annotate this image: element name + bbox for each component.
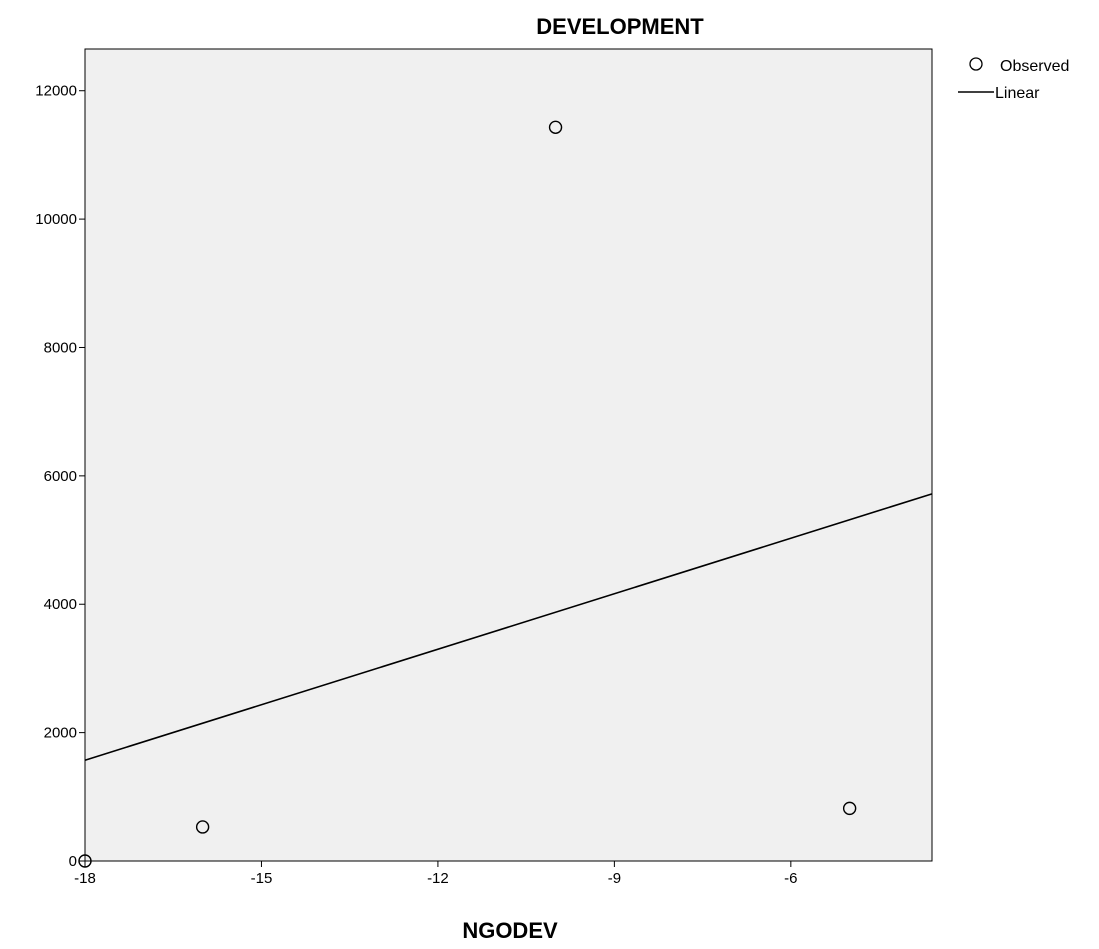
legend-observed-label: Observed (1000, 58, 1069, 75)
observed-point (548, 120, 563, 135)
x-axis: -18 -15 -12 -9 -6 (74, 861, 798, 887)
x-axis-title: NGODEV (462, 918, 558, 943)
legend: Observed Linear (958, 57, 1069, 102)
legend-linear-label: Linear (995, 85, 1040, 102)
observed-points-layer (78, 120, 857, 868)
linear-fit-layer (84, 493, 933, 761)
y-tick-label: 12000 (35, 83, 77, 100)
observed-point (195, 820, 210, 834)
y-tick-label: 10000 (35, 211, 77, 228)
x-tick-label: -12 (427, 870, 449, 887)
x-tick-label: -18 (74, 870, 96, 887)
y-tick-label: 8000 (44, 339, 77, 356)
x-tick-label: -9 (608, 870, 621, 887)
y-tick-label: 0 (69, 853, 77, 870)
linear-fit-line (84, 493, 933, 761)
y-tick-label: 4000 (44, 596, 77, 613)
y-tick-label: 6000 (44, 468, 77, 485)
observed-point (842, 801, 857, 816)
plot-area (84, 48, 933, 862)
chart-title: DEVELOPMENT (536, 14, 704, 39)
y-tick-label: 2000 (44, 725, 77, 742)
legend-observed-marker (969, 57, 983, 71)
observed-point (78, 854, 92, 868)
x-tick-label: -6 (784, 870, 797, 887)
x-tick-label: -15 (251, 870, 273, 887)
y-axis: 0 2000 4000 6000 8000 10000 12000 (35, 83, 85, 870)
